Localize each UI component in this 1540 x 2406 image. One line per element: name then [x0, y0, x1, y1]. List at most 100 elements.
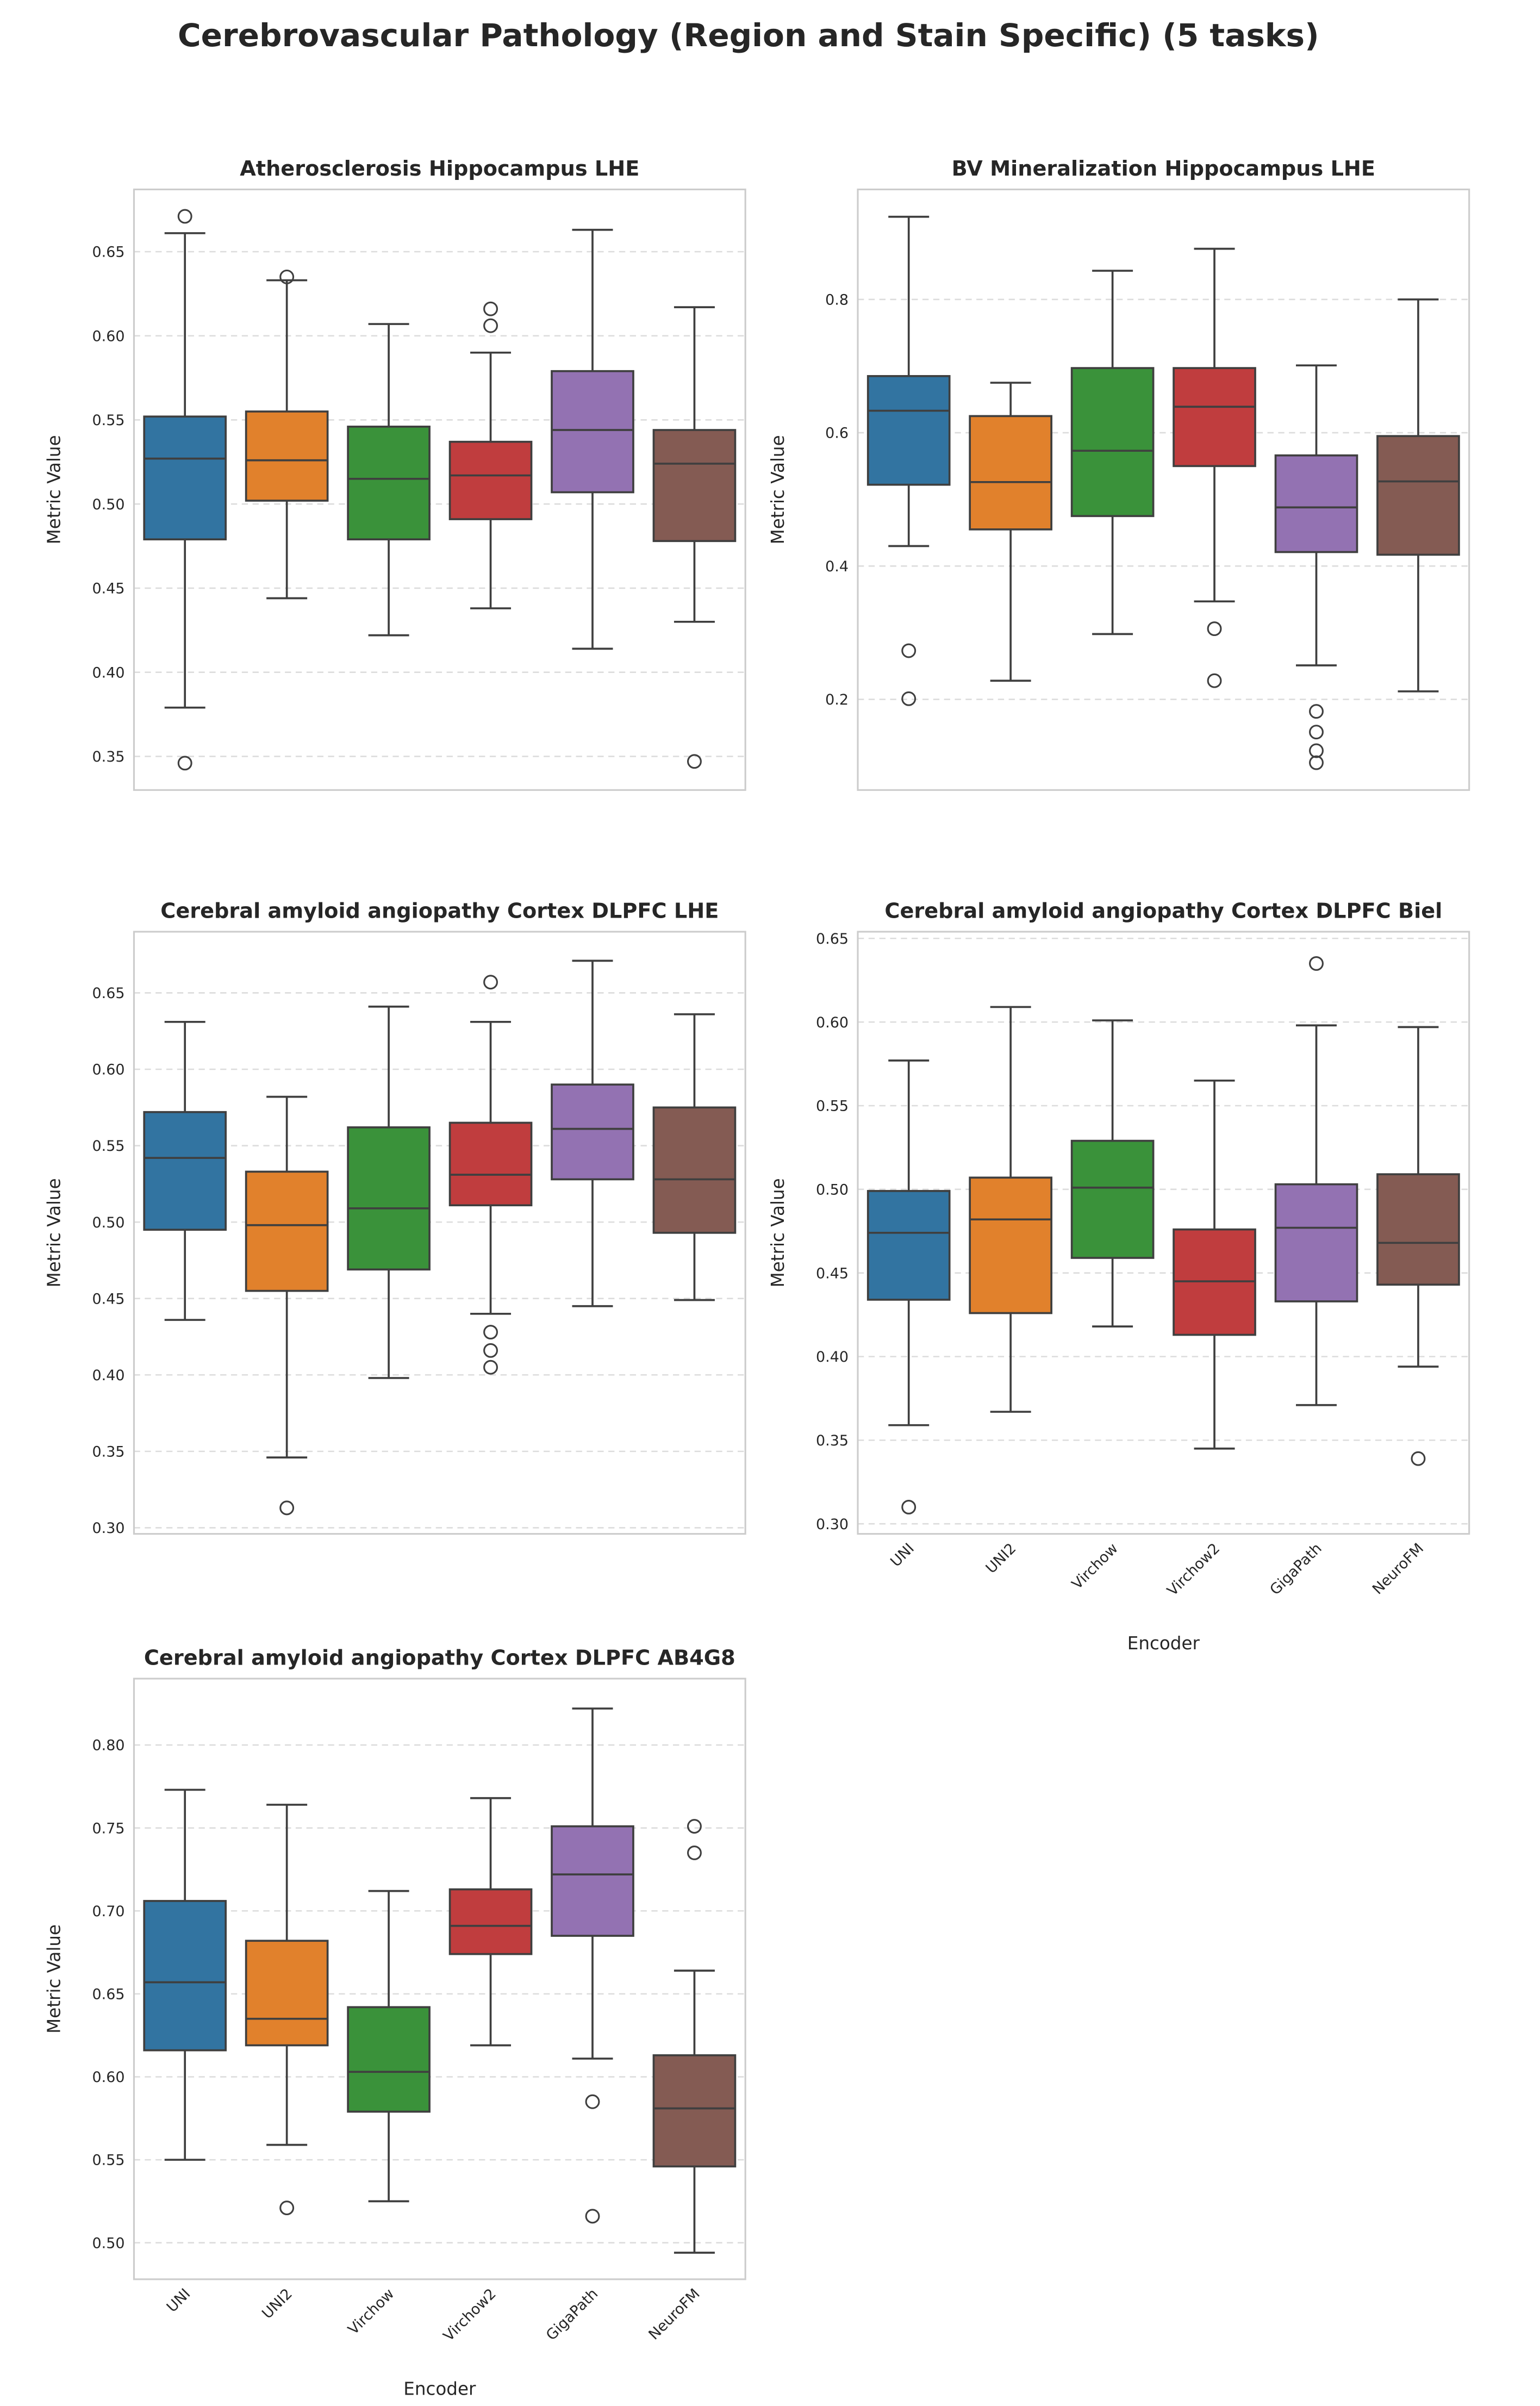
axes-frame	[857, 931, 1470, 1535]
y-tick-label: 0.50	[92, 2235, 125, 2252]
outlier-point	[483, 1325, 498, 1340]
iqr-box	[969, 1176, 1052, 1314]
subplot-title: BV Mineralization Hippocampus LHE	[952, 157, 1375, 181]
y-tick-label: 0.60	[816, 1014, 849, 1031]
iqr-box	[245, 1940, 329, 2047]
box-UNI2	[969, 382, 1052, 682]
iqr-box	[652, 429, 737, 543]
box-Virchow2	[1173, 247, 1256, 688]
subplot-1: 0.35 0.40 0.45 0.50 0.55 0.60 0.65 Atherosclero…	[43, 157, 746, 791]
box-Virchow	[347, 323, 431, 637]
outlier-point	[483, 301, 498, 316]
iqr-box	[551, 1083, 634, 1181]
box-GigaPath	[551, 1707, 634, 2224]
iqr-box	[1274, 454, 1358, 553]
iqr-box	[866, 1190, 951, 1301]
outlier-point	[585, 2209, 600, 2224]
box-GigaPath	[551, 959, 634, 1307]
y-axis-label: Metric Value	[43, 1924, 64, 2034]
y-tick-label: 0.4	[825, 558, 849, 575]
iqr-box	[1376, 1173, 1460, 1286]
iqr-box	[347, 2006, 431, 2113]
y-axis-label: Metric Value	[43, 435, 64, 544]
subplot-3: 0.30 0.35 0.40 0.45 0.50 0.55 0.60 0.65 Cerebral…	[43, 899, 746, 1537]
y-tick-label: 0.6	[825, 425, 849, 442]
box-GigaPath	[1274, 364, 1358, 770]
box-UNI	[143, 1020, 227, 1321]
y-tick-label: 0.75	[92, 1820, 125, 1837]
box-Virchow2	[448, 1797, 533, 2047]
box-GigaPath	[1274, 956, 1358, 1406]
y-axis-label: Metric Value	[43, 1178, 64, 1287]
box-UNI	[143, 209, 227, 771]
outlier-point	[901, 643, 916, 658]
y-tick-label: 0.40	[816, 1349, 849, 1366]
outlier-point	[483, 1343, 498, 1358]
iqr-box	[347, 1126, 431, 1271]
outlier-point	[901, 1499, 916, 1514]
outlier-point	[483, 975, 498, 990]
y-tick-label: 0.30	[92, 1520, 125, 1537]
subplot-title: Cerebral amyloid angiopathy Cortex DLPFC…	[144, 1646, 735, 1670]
box-GigaPath	[551, 228, 634, 650]
outlier-point	[483, 318, 498, 333]
iqr-box	[866, 375, 951, 486]
y-tick-label: 0.50	[92, 1214, 125, 1231]
outlier-point	[1411, 1451, 1426, 1466]
iqr-box	[551, 370, 634, 494]
outlier-point	[279, 2201, 295, 2216]
outlier-point	[1309, 743, 1324, 758]
outlier-point	[1309, 755, 1324, 770]
y-tick-label: 0.35	[92, 1443, 125, 1460]
y-tick-label: 0.80	[92, 1737, 125, 1754]
box-UNI2	[245, 1095, 329, 1516]
y-tick-label: 0.45	[92, 1291, 125, 1307]
iqr-box	[143, 1111, 227, 1231]
box-NeuroFM	[1376, 298, 1460, 693]
iqr-box	[551, 1825, 634, 1937]
y-tick-label: 0.2	[825, 691, 849, 708]
outlier-point	[1309, 704, 1324, 719]
outlier-point	[687, 754, 702, 769]
y-tick-label: 0.30	[816, 1516, 849, 1533]
subplot-title: Atherosclerosis Hippocampus LHE	[240, 157, 639, 181]
outlier-point	[1309, 725, 1324, 740]
box-UNI	[143, 1788, 227, 2161]
iqr-box	[1070, 1139, 1155, 1259]
box-UNI	[866, 1059, 951, 1514]
iqr-box	[347, 425, 431, 541]
y-tick-label: 0.65	[92, 244, 125, 261]
subplot-2: 0.2 0.4 0.6 0.8 BV Mineralization Hippocampu…	[768, 157, 1470, 791]
outlier-point	[279, 1500, 295, 1516]
box-NeuroFM	[652, 1013, 737, 1301]
y-tick-label: 0.55	[92, 2152, 125, 2169]
iqr-box	[652, 1106, 737, 1234]
subplot-title: Cerebral amyloid angiopathy Cortex DLPFC…	[884, 899, 1442, 923]
box-Virchow	[1070, 1019, 1155, 1327]
box-NeuroFM	[652, 306, 737, 769]
iqr-box	[1070, 367, 1155, 518]
outlier-point	[1309, 956, 1324, 971]
box-Virchow2	[448, 975, 533, 1375]
subplot-5: 0.50 0.55 0.60 0.65 0.70 0.75 0.80 Cerebral amy…	[43, 1646, 746, 2399]
iqr-box	[969, 415, 1052, 531]
box-UNI2	[245, 1804, 329, 2216]
iqr-box	[448, 440, 533, 520]
iqr-box	[245, 1170, 329, 1292]
y-tick-label: 0.45	[92, 581, 125, 597]
x-axis-label: Encoder	[1127, 1633, 1200, 1654]
outlier-point	[483, 1360, 498, 1375]
axes-frame	[133, 1678, 746, 2280]
y-tick-label: 0.50	[92, 496, 125, 513]
iqr-box	[652, 2054, 737, 2168]
y-tick-label: 0.35	[816, 1432, 849, 1449]
iqr-box	[1274, 1183, 1358, 1302]
box-Virchow2	[448, 301, 533, 609]
y-tick-label: 0.55	[92, 1138, 125, 1155]
subplots: 0.35 0.40 0.45 0.50 0.55 0.60 0.65 Atherosclero…	[43, 157, 1470, 2399]
y-tick-label: 0.40	[92, 1367, 125, 1384]
y-tick-label: 0.60	[92, 2069, 125, 2086]
y-tick-label: 0.65	[816, 931, 849, 948]
axes-frame	[857, 188, 1470, 791]
